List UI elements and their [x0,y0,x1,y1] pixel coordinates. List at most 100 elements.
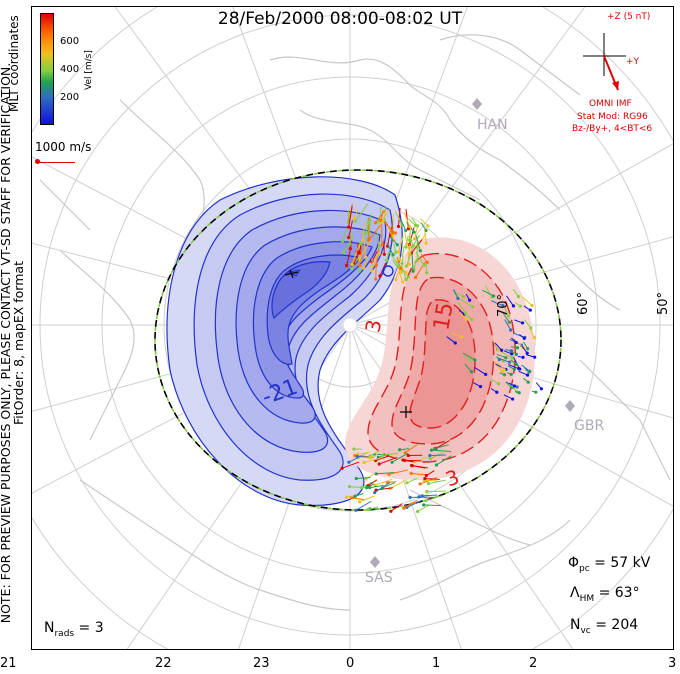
velocity-vector-222 [453,289,459,299]
mlt-tick-23: 23 [253,656,270,671]
velocity-vector-origin-155 [354,476,358,481]
velocity-vector-origin-222 [456,296,460,301]
velocity-vector-207 [510,384,518,393]
velocity-vector-63 [364,218,371,234]
velocity-vector-origin-152 [390,460,394,464]
velocity-vector-122 [361,481,373,489]
velocity-vector-origin-212 [517,366,521,371]
velocity-vector-168 [348,455,362,463]
velocity-vector-origin-22 [357,269,362,273]
velocity-vector-141 [431,449,452,452]
velocity-vector-origin-84 [425,271,429,275]
velocity-vector-origin-66 [347,235,351,240]
velocity-vector-96 [423,228,427,244]
mlt-tick-21: 21 [0,656,17,671]
velocity-vector-241 [503,394,513,400]
velocity-vector-198 [493,361,503,372]
velocity-vector-24 [379,206,382,222]
velocity-vector-origin-2 [362,266,366,270]
velocity-vector-origin-225 [500,348,504,352]
velocity-vector-origin-57 [396,250,401,254]
velocity-vector-origin-50 [357,256,362,260]
velocity-vector-origin-47 [348,242,352,246]
velocity-vector-origin-205 [453,341,457,345]
velocity-vector-185 [484,285,493,298]
velocity-vector-origin-165 [389,509,393,513]
velocity-vector-origin-215 [496,348,501,352]
velocity-vector-origin-168 [347,460,351,464]
velocity-vector-origin-151 [425,489,429,494]
velocity-vector-origin-76 [422,263,426,267]
velocity-vector-100 [379,456,398,465]
velocity-vector-101 [342,461,360,469]
velocity-vector-origin-228 [539,387,544,391]
velocity-vector-origin-235 [509,372,513,376]
velocity-vector-origin-169 [373,490,377,495]
velocity-vector-137 [359,495,376,503]
velocity-vector-42 [359,244,363,266]
velocity-vector-165 [390,503,403,512]
velocity-vector-origin-187 [510,356,514,360]
velocity-vector-origin-69 [363,255,368,259]
velocity-vector-origin-177 [512,367,517,371]
velocity-vector-origin-192 [491,294,496,298]
velocity-vector-origin-92 [413,223,418,228]
velocity-vector-origin-122 [359,486,364,490]
stat-n-vc-value: 204 [611,617,639,633]
velocity-vector-18 [342,227,348,242]
velocity-vector-origin-148 [366,507,370,512]
velocity-vector-104 [422,494,438,497]
velocity-vector-138 [351,497,365,501]
stat-phi-pc: Φpc = 57 kV [568,555,651,574]
velocity-vector-origin-157 [398,448,402,452]
velocity-vector-92 [408,218,416,226]
velocity-vector-origin-20 [349,267,354,271]
velocity-vector-199 [462,352,476,361]
velocity-vector-origin-203 [469,370,474,374]
velocity-vector-origin-231 [533,355,537,359]
velocity-vector-origin-141 [429,448,434,452]
velocity-vector-200 [523,319,532,329]
velocity-vector-origin-214 [502,368,506,372]
velocity-vector-origin-210 [515,385,519,389]
velocity-vector-95 [403,212,411,227]
velocity-vector-origin-18 [340,239,345,243]
velocity-vector-75 [404,231,408,244]
stat-lambda-hm: ΛHM = 63° [570,585,640,604]
velocity-vector-49 [362,221,365,241]
velocity-vector-183 [501,311,510,323]
velocity-vector-origin-79 [398,270,402,274]
velocity-vector-25 [368,213,372,233]
velocity-vector-origin-213 [471,305,475,309]
velocity-vector-origin-65 [377,245,381,249]
velocity-vector-69 [363,240,367,258]
velocity-vector-origin-202 [468,298,472,302]
velocity-vector-origin-55 [394,277,398,282]
velocity-vector-origin-5 [374,277,378,281]
velocity-vector-214 [497,361,505,371]
velocity-colorbar [40,13,54,125]
velocity-vector-126 [376,471,395,475]
velocity-vector-31 [387,230,391,247]
reference-vector [37,162,75,163]
velocity-vector-origin-38 [407,262,411,266]
velocity-vector-203 [464,363,472,373]
stat-lambda-hm-value: 63° [614,585,640,601]
velocity-vector-origin-83 [418,249,422,253]
imf-source-label: OMNI IMF [589,99,632,109]
imf-clock [583,33,626,91]
velocity-vector-origin-233 [502,373,507,377]
velocity-vector-123 [428,479,446,484]
velocity-vector-46 [346,250,351,266]
stat-phi-pc-value: 57 kV [610,555,651,571]
velocity-vector-origin-239 [515,346,520,350]
velocity-vector-47 [349,230,352,244]
velocity-vector-166 [404,443,418,454]
velocity-vector-4 [354,203,369,222]
velocity-vector-origin-115 [409,471,413,475]
velocity-vector-origin-236 [527,369,531,374]
velocity-vector-85 [400,263,407,280]
velocity-vector-origin-174 [461,294,465,299]
velocity-vector-36 [375,209,386,224]
velocity-vector-212 [508,364,519,370]
